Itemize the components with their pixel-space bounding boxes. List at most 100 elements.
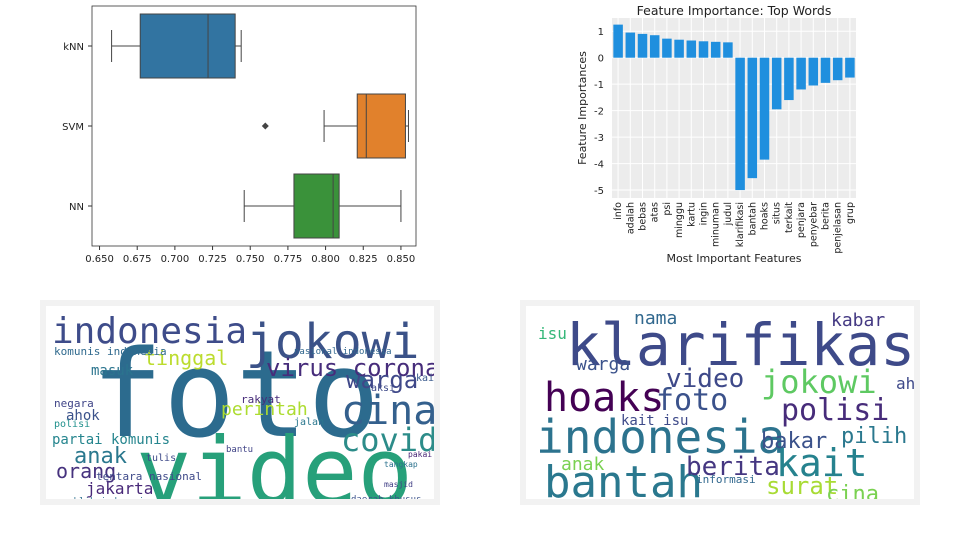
x-axis-label: Most Important Features (666, 252, 801, 265)
wordcloud_left-word: covid (341, 421, 434, 459)
wordcloud_left-word: aksi (371, 383, 396, 394)
wordcloud_left-word: perintah (221, 399, 308, 420)
wordcloud_right-word: video (666, 364, 745, 394)
x-tick-label: 0.800 (311, 254, 340, 265)
wordcloud_right-word: informasi (696, 473, 756, 486)
y-tick-label: -3 (594, 133, 604, 144)
wordcloud_left-word: negara (54, 397, 94, 410)
word-cloud-right: klarifikasi indonesia bantah hoaks kait jokow… (520, 300, 920, 505)
wordcloud_right-word: surat (766, 472, 839, 499)
wordcloud_left-word: tulis (146, 453, 177, 464)
x-tick-label: adalah (625, 202, 636, 234)
wordcloud_left-word: warga (346, 366, 419, 394)
wordcloud_right-word: bantah (544, 457, 703, 500)
bar-minuman (710, 41, 721, 58)
y-tick-label: 0 (598, 54, 604, 65)
wordcloud_left-word: cina (341, 388, 434, 434)
wordcloud_left-word: republik indonesia (52, 498, 150, 500)
wordcloud_left-word: rakyat (241, 393, 281, 406)
wordcloud_left-word: tangkap (384, 460, 418, 469)
wordcloud_right-word: indonesia (536, 410, 786, 464)
model-accuracy-boxplot: kNN SVM NN 0.650 0.675 0.700 0.725 0.750 0.775 0.… (40, 0, 430, 270)
y-tick-label: NN (69, 202, 84, 213)
wordcloud_right-word: foto (656, 383, 729, 418)
bar-info (613, 24, 623, 58)
wordcloud_left-word: ahok (66, 408, 100, 424)
bar-atas (649, 35, 660, 58)
wordcloud_left-word: masjid (384, 480, 413, 489)
wordcloud_right-word: kabar (831, 310, 886, 331)
wordcloud_right-word: hoaks (544, 375, 665, 421)
wordcloud_right-word: klarifikasi (566, 311, 914, 379)
x-tick-label: 0.850 (387, 254, 416, 265)
x-tick-label: terkait (784, 202, 795, 233)
word-cloud-left: foto video jokowi indonesia cina covid virus c… (40, 300, 440, 505)
wordcloud_left-word: anak (74, 444, 127, 469)
y-tick-label: -5 (594, 186, 604, 197)
wordcloud_right-word: kait isu (621, 413, 689, 429)
wordcloud_right-word: kait (776, 441, 868, 485)
x-tick-label: 0.775 (274, 254, 303, 265)
wordcloud_right-word: anak (561, 454, 605, 475)
wordcloud_right-word: ahok (896, 374, 914, 393)
wordcloud_left-word: foto (91, 326, 380, 465)
x-tick-label: judul (723, 202, 734, 226)
x-tick-label: penyebar (808, 202, 819, 247)
word-cloud-right-frame: klarifikasi indonesia bantah hoaks kait jokow… (520, 300, 920, 505)
y-tick-label: SVM (62, 122, 84, 133)
bar-bantah (747, 57, 758, 179)
wordcloud_left-word: indonesia (52, 311, 248, 352)
wordcloud_left-word: bantu (226, 445, 254, 455)
wordcloud_right-word: isu (538, 324, 567, 343)
feature-importance-chart: 1 0 -1 -2 -3 -4 -5 info adalah bebas atas psi minggu… (560, 0, 870, 270)
wordcloud_left-word: tentara nasional (96, 470, 202, 483)
x-tick-label: grup (845, 202, 856, 224)
word-cloud-left-canvas: foto video jokowi indonesia cina covid virus c… (46, 306, 434, 499)
barchart-svg: 1 0 -1 -2 -3 -4 -5 info adalah bebas atas psi minggu… (576, 3, 856, 265)
x-tick-label: penjara (796, 202, 807, 238)
chart-title: Feature Importance: Top Words (637, 3, 832, 18)
x-tick-label: bantah (747, 202, 758, 235)
wordcloud_left-word: orang (56, 459, 117, 483)
x-tick-label: 0.700 (161, 254, 190, 265)
x-tick-label: atas (650, 202, 661, 222)
x-tick-label: 0.750 (236, 254, 265, 265)
wordcloud_left-word: nasional indonesia (294, 347, 392, 357)
bar-judul (723, 42, 733, 58)
x-tick-label: klarifikasi (735, 202, 746, 247)
wordcloud_left-word: kait (416, 373, 434, 384)
bar-berita (820, 57, 831, 83)
word-cloud-right-canvas: klarifikasi indonesia bantah hoaks kait jokow… (526, 306, 914, 499)
boxplot-svg: kNN SVM NN 0.650 0.675 0.700 0.725 0.750 0.775 0.… (62, 5, 417, 265)
bar-situs (771, 57, 782, 110)
bar-penyebar (808, 57, 819, 86)
wordcloud_right-word: polisi (781, 393, 890, 428)
y-tick-label: kNN (63, 42, 84, 53)
y-axis-label: Feature Importances (576, 51, 589, 165)
wordcloud_left-word: jalan (294, 417, 325, 428)
outlier-point (261, 122, 269, 130)
wordcloud_right-word: nama (634, 308, 678, 329)
wordcloud_left-word: video (136, 418, 413, 500)
wordcloud_left-word: tinggal (144, 346, 229, 370)
x-tick-label: 0.725 (198, 254, 227, 265)
box-SVM (356, 93, 406, 159)
x-tick-label: minuman (711, 202, 722, 247)
bar-kartu (686, 40, 697, 58)
x-tick-label: penjelasan (833, 202, 844, 254)
x-tick-label: situs (772, 202, 783, 224)
x-tick-label: 0.650 (85, 254, 114, 265)
wordcloud_left-word: daerah khusus (351, 496, 421, 500)
bar-grup (845, 57, 855, 78)
x-tick-label: minggu (674, 202, 685, 238)
wordcloud_right-word: cina (826, 482, 879, 500)
wordcloud_left-word: jakarta (86, 479, 154, 498)
bar-klarifikasi (735, 57, 745, 191)
x-tick-label: 0.825 (349, 254, 378, 265)
wordcloud_left-word: komunis indonesia (54, 345, 167, 358)
bar-psi (662, 38, 672, 58)
plot-background (612, 18, 856, 198)
x-tick-label: berita (821, 202, 832, 230)
y-tick-label: 1 (598, 27, 604, 38)
box-kNN (139, 13, 236, 79)
